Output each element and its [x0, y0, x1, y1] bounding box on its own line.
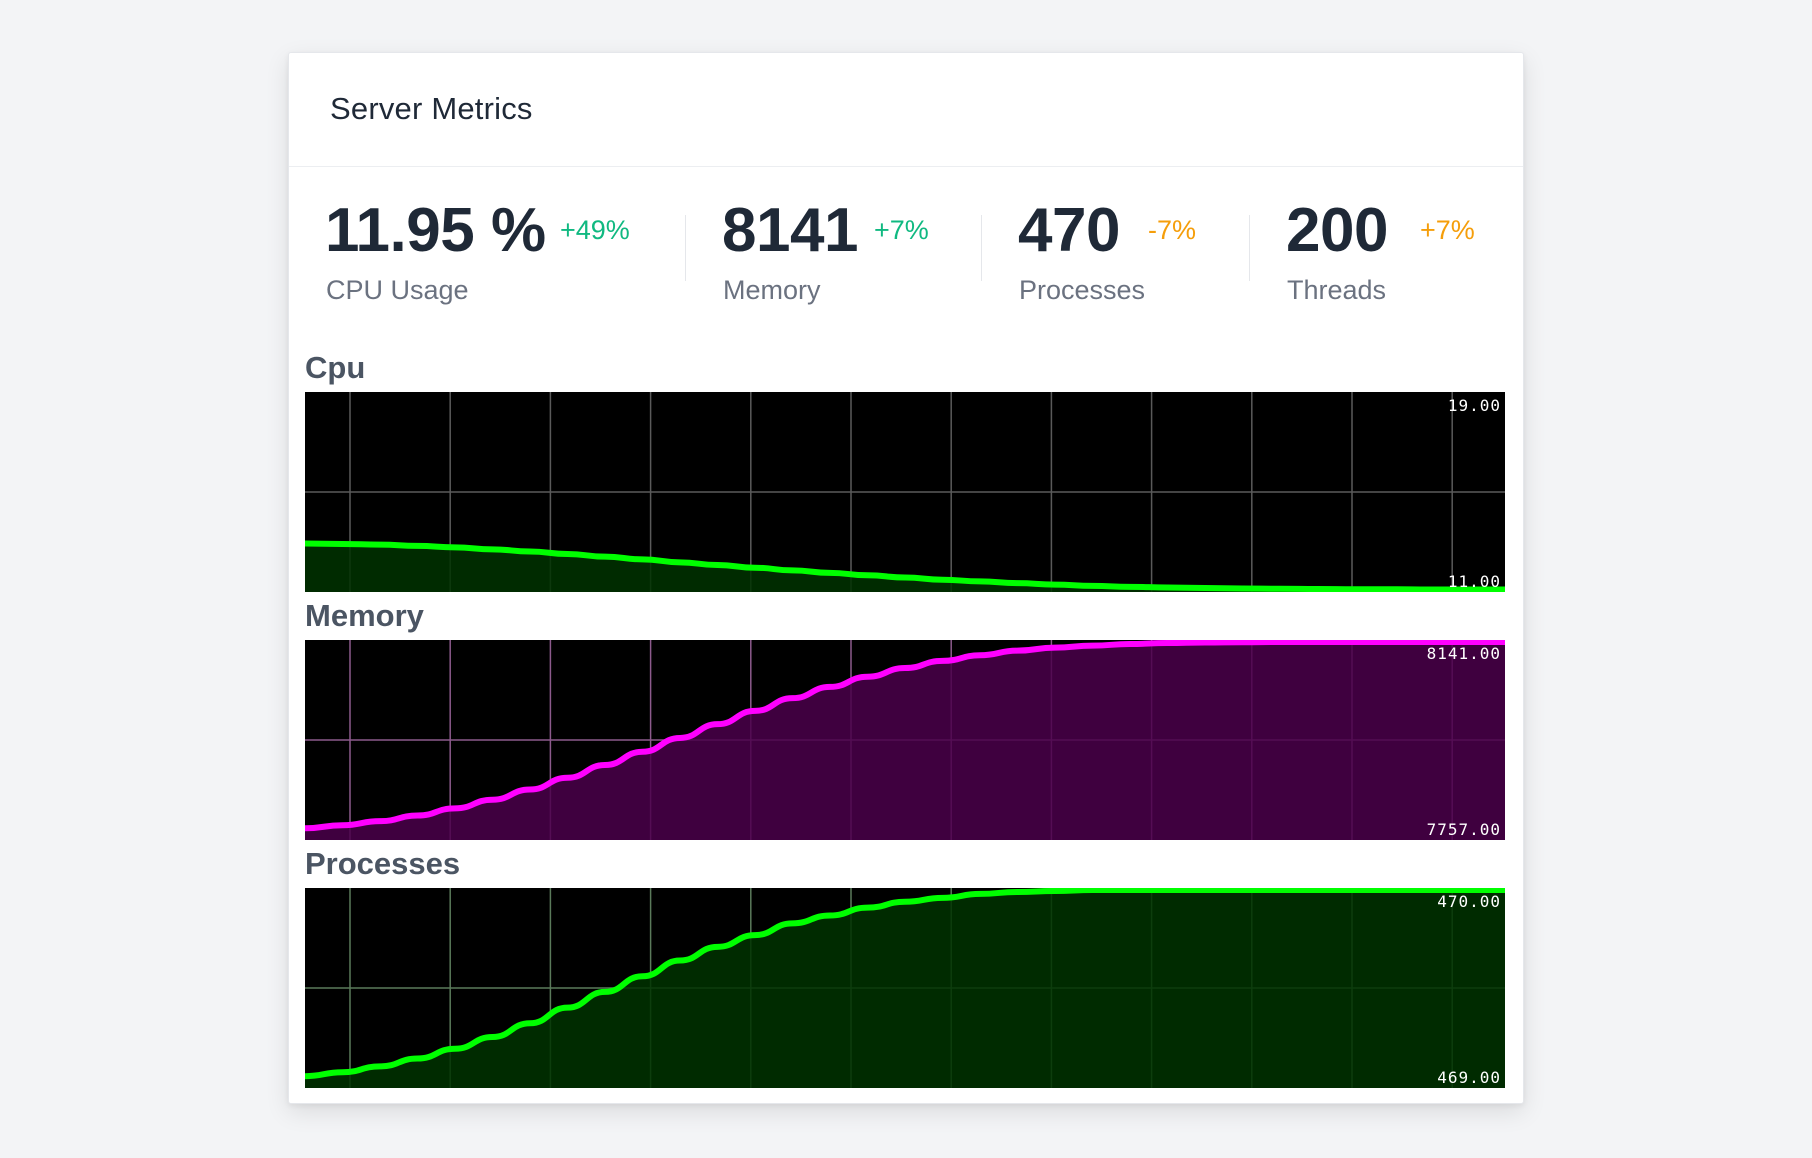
- processes-graph: 470.00 469.00: [305, 888, 1505, 1088]
- stat-change: +7%: [874, 215, 929, 245]
- cpu-graph-min-label: 11.00: [1447, 572, 1501, 591]
- processes-graph-max-label: 470.00: [1437, 892, 1501, 911]
- stat-change: +49%: [560, 215, 630, 245]
- memory-graph-title: Memory: [305, 598, 424, 633]
- cpu-series-line: [305, 540, 1505, 592]
- memory-series-area: [305, 642, 1505, 840]
- stat-label: Memory: [723, 275, 821, 305]
- stat-change: +7%: [1420, 215, 1475, 245]
- processes-graph-title: Processes: [305, 846, 461, 881]
- stat-value: 8141: [722, 196, 858, 265]
- memory-graph-min-label: 7757.00: [1426, 820, 1501, 839]
- card-title: Server Metrics: [330, 91, 533, 126]
- cpu-graph: 19.00 11.00: [305, 392, 1505, 592]
- processes-series-area: [305, 890, 1505, 1088]
- processes-series-line: [305, 888, 1505, 1080]
- stat-value: 200: [1286, 196, 1388, 265]
- memory-graph-max-label: 8141.00: [1426, 644, 1501, 663]
- stat-change: -7%: [1148, 215, 1197, 245]
- cpu-graph-canvas: [305, 392, 1505, 592]
- cpu-graph-title: Cpu: [305, 350, 366, 385]
- memory-series-line: [305, 640, 1505, 832]
- memory-graph-canvas: [305, 640, 1505, 840]
- cpu-series-area: [305, 543, 1505, 592]
- stat-label: Threads: [1287, 275, 1387, 305]
- stat-value: 470: [1018, 196, 1120, 265]
- stat-divider: [685, 215, 686, 281]
- stat-label: Processes: [1019, 275, 1146, 305]
- processes-graph-min-label: 469.00: [1437, 1068, 1501, 1087]
- stat-divider: [1249, 215, 1250, 281]
- stat-value: 11.95 %: [325, 196, 546, 265]
- card-header: Server Metrics: [289, 53, 1523, 167]
- processes-graph-canvas: [305, 888, 1505, 1088]
- cpu-graph-max-label: 19.00: [1447, 396, 1501, 415]
- stat-divider: [981, 215, 982, 281]
- memory-graph: 8141.00 7757.00: [305, 640, 1505, 840]
- stat-label: CPU Usage: [326, 275, 469, 305]
- server-metrics-card: Server Metrics 11.95 % +49% CPU Usage 81…: [288, 52, 1524, 1104]
